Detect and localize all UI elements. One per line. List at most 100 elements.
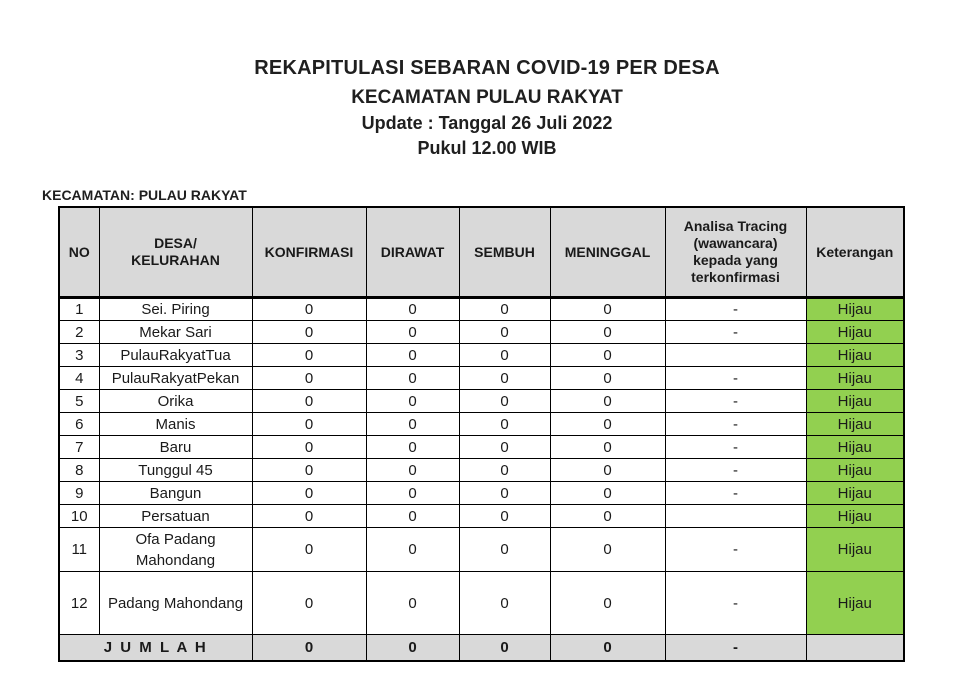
cell-konfirmasi: 0 (251, 343, 367, 367)
cell-desa: PulauRakyatTua (98, 343, 253, 367)
cell-meninggal: 0 (549, 571, 666, 635)
header-konfirmasi: KONFIRMASI (251, 206, 367, 299)
cell-dirawat: 0 (365, 504, 460, 528)
header-analisa-tracing: Analisa Tracing (wawancara) kepada yang … (664, 206, 807, 299)
table-row: 6 Manis 0 0 0 0 - Hijau (58, 412, 905, 436)
status-cell-hijau: Hijau (805, 389, 905, 413)
table-header-row: NO DESA/ KELURAHAN KONFIRMASI DIRAWAT SE… (58, 206, 905, 299)
cell-no: 1 (58, 297, 100, 321)
cell-desa: Ofa Padang Mahondang (98, 527, 253, 572)
footer-sembuh-total: 0 (458, 634, 551, 661)
report-update-time: Pukul 12.00 WIB (417, 138, 557, 158)
cell-dirawat: 0 (365, 435, 460, 459)
report-title: REKAPITULASI SEBARAN COVID-19 PER DESA (254, 57, 720, 79)
status-cell-hijau: Hijau (805, 481, 905, 505)
cell-no: 3 (58, 343, 100, 367)
cell-desa: Mekar Sari (98, 320, 253, 344)
cell-no: 6 (58, 412, 100, 436)
cell-desa: Padang Mahondang (98, 571, 253, 635)
cell-konfirmasi: 0 (251, 389, 367, 413)
cell-no: 5 (58, 389, 100, 413)
cell-konfirmasi: 0 (251, 527, 367, 572)
cell-meninggal: 0 (549, 343, 666, 367)
cell-meninggal: 0 (549, 458, 666, 482)
cell-konfirmasi: 0 (251, 504, 367, 528)
cell-konfirmasi: 0 (251, 481, 367, 505)
cell-tracing: - (664, 435, 807, 459)
status-cell-hijau: Hijau (805, 571, 905, 635)
cell-tracing: - (664, 297, 807, 321)
status-cell-hijau: Hijau (805, 527, 905, 572)
cell-tracing: - (664, 458, 807, 482)
cell-konfirmasi: 0 (251, 320, 367, 344)
cell-sembuh: 0 (458, 412, 551, 436)
table-row: 1 Sei. Piring 0 0 0 0 - Hijau (58, 297, 905, 321)
cell-desa: Tunggul 45 (98, 458, 253, 482)
cell-sembuh: 0 (458, 389, 551, 413)
cell-no: 12 (58, 571, 100, 635)
header-meninggal: MENINGGAL (549, 206, 666, 299)
cell-desa: Orika (98, 389, 253, 413)
cell-dirawat: 0 (365, 527, 460, 572)
footer-konfirmasi-total: 0 (251, 634, 367, 661)
cell-dirawat: 0 (365, 458, 460, 482)
status-cell-hijau: Hijau (805, 504, 905, 528)
cell-konfirmasi: 0 (251, 366, 367, 390)
cell-desa: Bangun (98, 481, 253, 505)
footer-jumlah-label: J U M L A H (58, 634, 253, 661)
table-footer-row: J U M L A H 0 0 0 0 - (58, 634, 905, 661)
cell-dirawat: 0 (365, 366, 460, 390)
cell-dirawat: 0 (365, 297, 460, 321)
cell-no: 4 (58, 366, 100, 390)
table-row: 5 Orika 0 0 0 0 - Hijau (58, 389, 905, 413)
status-cell-hijau: Hijau (805, 435, 905, 459)
cell-meninggal: 0 (549, 481, 666, 505)
table-row: 3 PulauRakyatTua 0 0 0 0 Hijau (58, 343, 905, 367)
cell-sembuh: 0 (458, 481, 551, 505)
covid-recap-table: NO DESA/ KELURAHAN KONFIRMASI DIRAWAT SE… (58, 206, 905, 662)
kecamatan-label: KECAMATAN: PULAU RAKYAT (42, 187, 247, 203)
table-row: 4 PulauRakyatPekan 0 0 0 0 - Hijau (58, 366, 905, 390)
cell-desa: Manis (98, 412, 253, 436)
cell-tracing: - (664, 571, 807, 635)
status-cell-hijau: Hijau (805, 297, 905, 321)
cell-konfirmasi: 0 (251, 458, 367, 482)
table-row: 11 Ofa Padang Mahondang 0 0 0 0 - Hijau (58, 527, 905, 572)
cell-sembuh: 0 (458, 504, 551, 528)
cell-konfirmasi: 0 (251, 571, 367, 635)
footer-dirawat-total: 0 (365, 634, 460, 661)
cell-tracing: - (664, 389, 807, 413)
cell-tracing: - (664, 412, 807, 436)
table-row: 2 Mekar Sari 0 0 0 0 - Hijau (58, 320, 905, 344)
cell-meninggal: 0 (549, 504, 666, 528)
cell-meninggal: 0 (549, 297, 666, 321)
status-cell-hijau: Hijau (805, 320, 905, 344)
cell-no: 2 (58, 320, 100, 344)
status-cell-hijau: Hijau (805, 412, 905, 436)
cell-dirawat: 0 (365, 320, 460, 344)
cell-meninggal: 0 (549, 366, 666, 390)
cell-sembuh: 0 (458, 458, 551, 482)
header-dirawat: DIRAWAT (365, 206, 460, 299)
cell-desa: PulauRakyatPekan (98, 366, 253, 390)
cell-tracing: - (664, 481, 807, 505)
cell-meninggal: 0 (549, 435, 666, 459)
header-no: NO (58, 206, 100, 299)
footer-tracing-total: - (664, 634, 807, 661)
cell-sembuh: 0 (458, 435, 551, 459)
cell-desa: Persatuan (98, 504, 253, 528)
cell-tracing (664, 504, 807, 528)
cell-meninggal: 0 (549, 389, 666, 413)
cell-meninggal: 0 (549, 527, 666, 572)
cell-sembuh: 0 (458, 366, 551, 390)
report-title-block: REKAPITULASI SEBARAN COVID-19 PER DESA K… (0, 0, 974, 161)
cell-sembuh: 0 (458, 343, 551, 367)
header-desa-kelurahan: DESA/ KELURAHAN (98, 206, 253, 299)
table-row: 8 Tunggul 45 0 0 0 0 - Hijau (58, 458, 905, 482)
cell-sembuh: 0 (458, 297, 551, 321)
cell-sembuh: 0 (458, 571, 551, 635)
cell-meninggal: 0 (549, 320, 666, 344)
footer-keterangan-cell (805, 634, 905, 661)
cell-dirawat: 0 (365, 389, 460, 413)
